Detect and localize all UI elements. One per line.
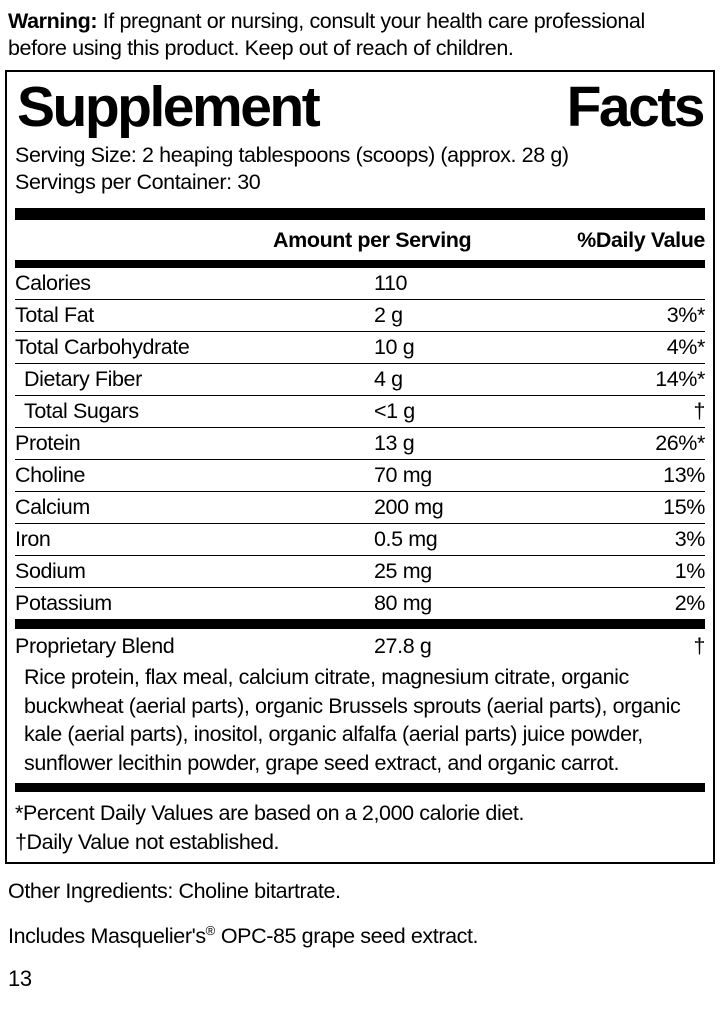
daily-value-header: %Daily Value <box>577 227 705 252</box>
proprietary-blend-daily-value: † <box>693 633 705 658</box>
nutrient-amount: 110 <box>374 271 408 295</box>
warning-label: Warning: <box>8 9 98 33</box>
nutrient-amount: 70 mg <box>374 463 432 487</box>
nutrient-daily-value: 3%* <box>666 303 706 327</box>
nutrient-name: Choline <box>15 463 86 487</box>
nutrient-daily-value: 15% <box>663 495 705 519</box>
nutrient-daily-value: 2% <box>674 591 706 615</box>
supplement-facts-panel: Supplement Facts Serving Size: 2 heaping… <box>5 70 715 864</box>
proprietary-blend-description: Rice protein, flax meal, calcium citrate… <box>24 665 681 775</box>
nutrient-amount: 25 mg <box>374 559 432 583</box>
nutrient-daily-value: † <box>693 399 705 423</box>
table-row: Total Fat 2 g 3%* <box>15 300 705 332</box>
nutrient-name: Total Carbohydrate <box>15 335 190 359</box>
registered-trademark-symbol: ® <box>205 923 216 938</box>
nutrient-amount: 10 g <box>374 335 415 359</box>
nutrient-rows: Calories 110 Total Fat 2 g 3%* Total Car… <box>15 268 705 619</box>
nutrient-daily-value: 4%* <box>666 335 706 359</box>
nutrient-name: Sodium <box>15 559 86 583</box>
nutrient-amount: 80 mg <box>374 591 432 615</box>
serving-size: Serving Size: 2 heaping tablespoons (sco… <box>15 143 569 167</box>
table-row: Sodium 25 mg 1% <box>15 556 705 588</box>
divider-bar-below-header <box>15 260 705 268</box>
nutrient-daily-value: 1% <box>674 559 706 583</box>
proprietary-blend-name: Proprietary Blend <box>15 633 175 658</box>
table-header: Amount per Serving %Daily Value <box>15 220 705 260</box>
nutrient-amount: 4 g <box>374 367 403 391</box>
table-row: Total Sugars <1 g † <box>15 396 705 428</box>
nutrient-amount: 13 g <box>374 431 415 455</box>
footnotes: *Percent Daily Values are based on a 2,0… <box>15 792 705 856</box>
nutrient-amount: 0.5 mg <box>374 527 438 551</box>
footnote-daily-value-not-established: †Daily Value not established. <box>15 829 280 854</box>
table-row: Choline 70 mg 13% <box>15 460 705 492</box>
divider-bar-thick-top <box>15 208 705 220</box>
nutrient-name: Protein <box>15 431 81 455</box>
includes-suffix: OPC-85 grape seed extract. <box>215 924 479 949</box>
divider-bar-below-potassium <box>15 619 705 629</box>
proprietary-blend-row: Proprietary Blend 27.8 g † <box>15 629 705 663</box>
table-row: Total Carbohydrate 10 g 4%* <box>15 332 705 364</box>
nutrient-name: Total Sugars <box>24 399 139 423</box>
table-row: Potassium 80 mg 2% <box>15 588 705 619</box>
nutrient-name: Iron <box>15 527 51 551</box>
nutrient-name: Calcium <box>15 495 90 519</box>
includes-prefix: Includes Masquelier's <box>8 924 206 949</box>
nutrient-daily-value: 3% <box>674 527 706 551</box>
nutrient-amount: 200 mg <box>374 495 444 519</box>
panel-title-word-1: Supplement <box>17 75 321 139</box>
amount-per-serving-header: Amount per Serving <box>273 227 472 252</box>
nutrient-amount: <1 g <box>374 399 415 423</box>
servings-per-container: Servings per Container: 30 <box>15 170 261 194</box>
nutrient-amount: 2 g <box>374 303 403 327</box>
proprietary-blend-amount: 27.8 g <box>374 633 432 658</box>
nutrient-name: Calories <box>15 271 91 295</box>
table-row: Iron 0.5 mg 3% <box>15 524 705 556</box>
nutrient-name: Potassium <box>15 591 112 615</box>
divider-bar-below-blend <box>15 783 705 792</box>
warning-text: Warning: If pregnant or nursing, consult… <box>8 8 708 62</box>
nutrient-daily-value: 14%* <box>655 367 705 391</box>
panel-title-word-2: Facts <box>566 75 706 139</box>
nutrient-daily-value: 13% <box>663 463 705 487</box>
other-ingredients: Other Ingredients: Choline bitartrate. <box>8 879 341 903</box>
panel-title: Supplement Facts <box>15 74 706 140</box>
includes-statement: Includes Masquelier's® OPC-85 grape seed… <box>8 923 712 949</box>
nutrient-name: Dietary Fiber <box>24 367 142 391</box>
nutrient-daily-value: 26%* <box>655 431 705 455</box>
footnote-percent-daily-values: *Percent Daily Values are based on a 2,0… <box>15 801 525 825</box>
nutrient-name: Total Fat <box>15 303 94 327</box>
page-number: 13 <box>8 966 32 992</box>
table-row: Calcium 200 mg 15% <box>15 492 705 524</box>
warning-body: If pregnant or nursing, consult your hea… <box>8 9 645 60</box>
serving-info: Serving Size: 2 heaping tablespoons (sco… <box>15 142 705 196</box>
table-row: Dietary Fiber 4 g 14%* <box>15 364 705 396</box>
table-row: Protein 13 g 26%* <box>15 428 705 460</box>
table-row: Calories 110 <box>15 268 705 300</box>
